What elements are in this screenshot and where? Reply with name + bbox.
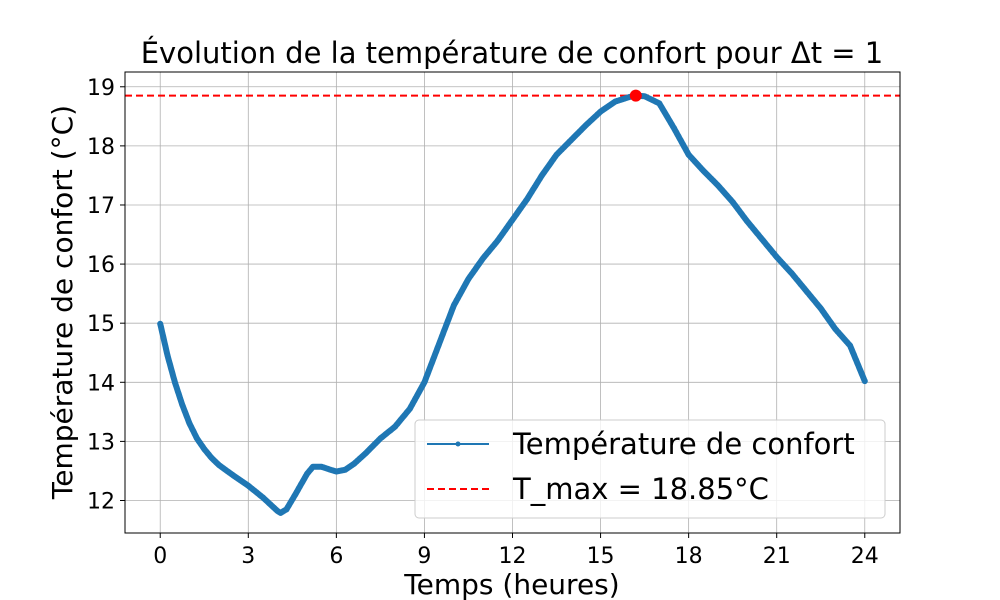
series-point <box>700 167 707 174</box>
y-tick-label: 19 <box>87 76 115 101</box>
series-point <box>406 406 413 412</box>
series-point <box>327 466 334 473</box>
series-point <box>450 302 457 309</box>
series-point <box>194 435 200 442</box>
series-point <box>333 468 340 475</box>
series-point <box>465 276 472 282</box>
x-axis-label: Temps (heures) <box>403 568 619 600</box>
y-tick-label: 14 <box>87 371 115 396</box>
series-point <box>351 461 357 467</box>
x-tick-label: 18 <box>675 544 703 569</box>
series-point <box>310 464 316 470</box>
series-point <box>729 199 736 205</box>
series-point <box>292 491 299 498</box>
legend-series-marker <box>455 441 461 447</box>
x-tick-label: 21 <box>763 544 791 569</box>
x-tick-label: 6 <box>329 544 343 569</box>
series-point <box>671 125 677 131</box>
y-axis: 12 13 14 15 16 17 18 19 <box>87 76 125 514</box>
y-tick-label: 15 <box>87 312 115 337</box>
series-point <box>832 326 839 332</box>
legend: Température de confort T_max = 18.85°C <box>414 419 886 519</box>
series-point <box>216 462 222 468</box>
series-point <box>283 506 290 513</box>
y-tick-label: 16 <box>87 253 115 278</box>
series-point <box>201 446 208 452</box>
series-point <box>509 216 516 223</box>
y-tick-label: 18 <box>87 135 115 160</box>
series-point <box>421 379 428 386</box>
series-point <box>377 435 384 442</box>
series-point <box>539 172 545 179</box>
x-tick-label: 15 <box>587 544 615 569</box>
series-point <box>318 464 325 470</box>
y-tick-label: 13 <box>87 430 115 455</box>
series-point <box>803 287 809 294</box>
series-point <box>436 341 442 347</box>
series-point <box>612 98 619 105</box>
series-point <box>208 455 215 461</box>
series-point <box>773 254 780 260</box>
series-point <box>861 378 868 384</box>
series-point <box>656 100 663 107</box>
series-point <box>230 472 237 479</box>
series-point <box>788 270 795 276</box>
y-tick-label: 17 <box>87 194 115 219</box>
series-point <box>715 182 721 189</box>
chart-title: Évolution de la température de confort p… <box>141 36 884 70</box>
series-point <box>685 151 692 158</box>
series-point <box>744 218 751 225</box>
series-point <box>277 510 284 516</box>
max-marker-layer <box>629 89 642 102</box>
series-point <box>172 379 178 386</box>
y-tick-label: 12 <box>87 489 115 514</box>
legend-box <box>414 419 886 519</box>
series-point <box>583 122 589 128</box>
series-point <box>597 108 604 115</box>
x-tick-label: 24 <box>851 544 879 569</box>
x-tick-label: 9 <box>417 544 431 569</box>
series-point <box>362 450 369 457</box>
x-tick-label: 3 <box>241 544 255 569</box>
series-point <box>179 401 186 408</box>
legend-reference-label: T_max = 18.85°C <box>512 472 769 506</box>
series-point <box>164 352 171 359</box>
series-point <box>260 494 266 501</box>
series-layer <box>157 92 868 516</box>
max-point-marker <box>629 89 642 102</box>
series-point <box>392 423 398 430</box>
series-point <box>342 466 348 473</box>
series-point <box>847 342 853 349</box>
series-point <box>480 255 486 261</box>
x-axis: 0 3 6 9 12 15 18 21 24 <box>153 533 879 569</box>
series-point <box>817 305 824 312</box>
x-tick-label: 12 <box>499 544 527 569</box>
x-tick-label: 0 <box>153 544 167 569</box>
series-point <box>524 196 530 202</box>
y-axis-label: Température de confort (°C) <box>46 105 79 500</box>
series-point <box>304 471 310 477</box>
series-point <box>641 93 648 100</box>
series-point <box>157 320 164 327</box>
legend-series-label: Température de confort <box>512 427 855 461</box>
series-point <box>245 482 252 489</box>
series-point <box>186 420 193 427</box>
series-point <box>495 237 501 244</box>
series-point <box>568 137 575 143</box>
series-point <box>553 151 560 158</box>
series-point <box>759 236 765 243</box>
